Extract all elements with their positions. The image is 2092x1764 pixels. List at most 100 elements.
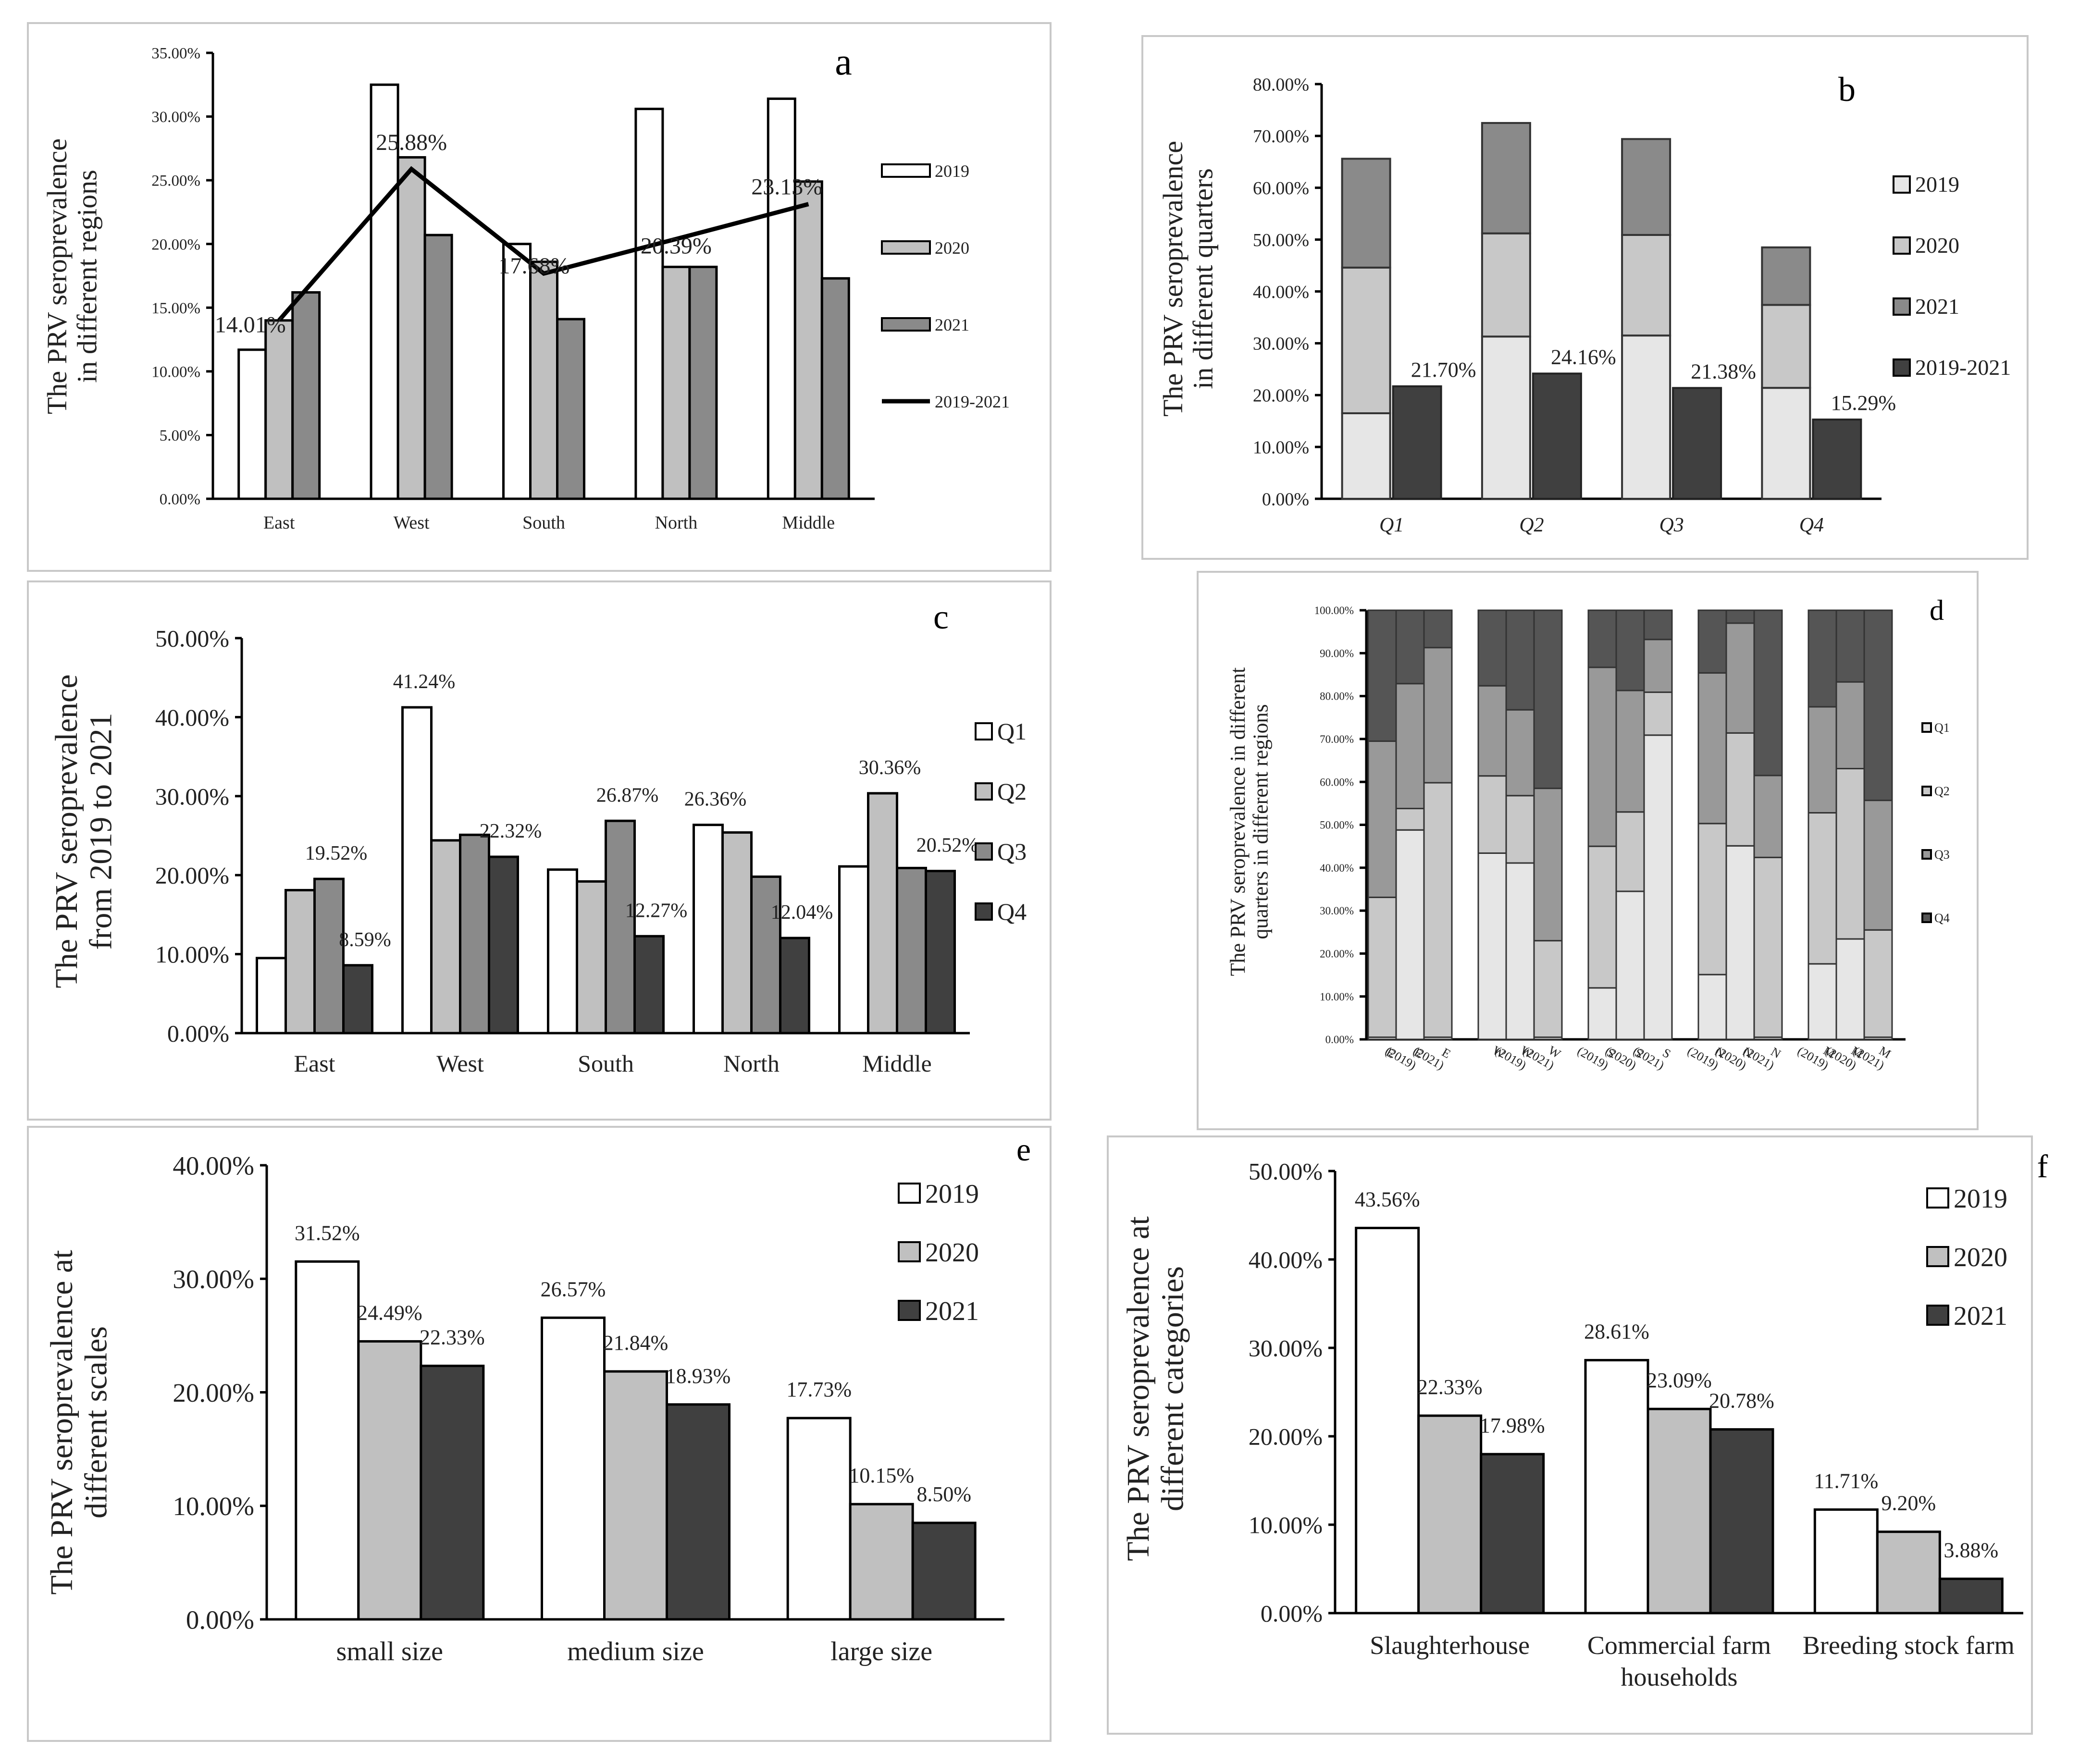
bar-data-label: 21.84% [603,1331,668,1355]
y-axis-title: The PRV seroprevalence in differentquart… [1226,667,1273,976]
legend-swatch [881,317,931,332]
stack-segment-q3 [1863,800,1893,931]
bar-data-label: 28.61% [1584,1320,1649,1344]
stack-segment-q3 [1587,666,1617,847]
stack-segment-q4 [1395,609,1425,685]
x-tick-label: small size [336,1637,443,1666]
bar-q3-east [313,877,345,1035]
legend-label: Q3 [1934,848,1950,862]
x-tick-label: North [655,513,698,533]
bar-2021-north [688,265,718,500]
panel-c-plot: East West South North Middle 41.24% 19.52% 8.59… [256,671,978,1077]
panel-a-legend: 2019 2020 2021 2019-2021 [881,161,1010,411]
bar-data-label: 26.36% [684,789,747,811]
legend-swatch [1926,1187,1949,1209]
legend-label: 2019 [1954,1184,2007,1214]
legend-label: Q4 [997,898,1027,925]
panel-e-axes: 0.00% 10.00% 20.00% 30.00% 40.00% The PRV ser… [44,1131,1031,1634]
stack-segment-q1 [1697,974,1727,1040]
stack-segment-q3 [1505,709,1535,797]
y-tick-label: 100.00% [1314,604,1354,617]
line-data-label: 25.88% [376,130,447,155]
stack-segment-q1 [1725,845,1755,1040]
bar-2019 [1584,1359,1649,1615]
combined-data-label: 21.70% [1411,358,1476,382]
y-tick-label: 50.00% [1249,1158,1323,1185]
panel-letter: e [1016,1131,1031,1168]
bar-2021 [420,1364,485,1621]
stack-segment-2019-q3 [1621,334,1671,500]
y-tick-label: 50.00% [155,625,229,652]
stack-segment-q3 [1533,788,1563,942]
y-tick-label: 25.00% [151,173,200,190]
stack-segment-q3 [1753,775,1783,858]
stack-segment-q3 [1615,690,1645,813]
y-axis-title: The PRV seroprevalence atdifferent categ… [1121,1216,1190,1561]
panel-b-frame [1141,35,2029,560]
legend-swatch [975,782,993,801]
y-tick-label: 0.00% [1262,489,1309,509]
bar-q3-north [750,875,781,1035]
legend-swatch [1893,358,1911,377]
legend-label: 2019-2021 [1915,355,2011,380]
y-tick-label: 10.00% [1320,991,1354,1003]
y-tick-label: 70.00% [1320,733,1354,745]
x-tick-label: medium size [567,1637,704,1666]
x-tick-label: Slaughterhouse [1370,1631,1530,1660]
x-tick-label: Commercial farm [1587,1631,1771,1660]
line-data-label: 14.01% [215,312,286,338]
stack-segment-q1 [1807,963,1837,1040]
bar-data-label: 24.49% [357,1301,422,1324]
bar-q1-middle [838,865,869,1035]
stack-segment-2019-q4 [1761,387,1811,500]
bar-2019-west [370,83,399,500]
y-axis-title-line: in different quarters [1188,168,1219,389]
stack-segment-q4 [1587,609,1617,668]
legend-swatch [1893,297,1911,316]
y-axis-title-line: The PRV seroprevalence [49,674,84,988]
legend-swatch [1921,786,1932,796]
bar-2020-east [264,319,294,500]
legend-label: 2019 [935,161,969,181]
stack-segment-2019-q2 [1481,335,1531,500]
legend-label: 2020 [935,238,969,258]
y-tick-label: 40.00% [1249,1246,1323,1273]
bar-2019-east [237,348,267,500]
panel-c-axes: 0.00% 10.00% 20.00% 30.00% 40.00% 50.00% The P… [49,598,970,1047]
bar-2021 [911,1521,977,1621]
stack-segment-2019-q1 [1341,412,1391,500]
legend-label: Q3 [997,838,1027,865]
panel-d-plot: E E(2019) E(2021) W W(2019) W(2021) S(2019) S(2… [1367,609,1894,1073]
legend-swatch [1921,849,1932,860]
stack-segment-2021-q4 [1761,246,1811,306]
legend-label: 2021 [935,315,969,334]
panel-a-plot: East West South North Middle 14.01% 25.88% 17.6… [215,83,850,533]
y-tick-label: 40.00% [1320,862,1354,874]
stack-segment-q1 [1643,734,1673,1040]
x-tick-label: South [578,1050,634,1077]
y-axis-title-line: The PRV seroprevalence [41,138,73,414]
y-tick-label: 40.00% [155,704,229,731]
bar-2019 [1813,1508,1879,1615]
panel-c-legend: Q1 Q2 Q3 Q4 [975,718,1027,925]
bar-data-label: 10.15% [849,1464,914,1487]
panel-f-legend: 2019 2020 2021 [1926,1184,2007,1331]
bar-2019-2021-q4 [1812,419,1862,500]
line-data-label: 20.39% [641,233,712,259]
stack-segment-q2 [1835,768,1865,940]
stack-segment-q2 [1367,896,1397,1038]
bar-data-label: 19.52% [305,842,368,864]
y-tick-label: 40.00% [173,1151,254,1180]
panel-e-legend: 2019 2020 2021 [898,1179,979,1326]
stack-segment-q1 [1615,890,1645,1040]
stack-segment-q4 [1367,609,1397,742]
bar-2019-2021-q1 [1392,385,1442,500]
bar-data-label: 17.73% [786,1378,852,1401]
bar-q3-middle [896,866,927,1035]
bar-data-label: 22.33% [1417,1375,1483,1399]
stack-segment-q2 [1423,782,1453,1038]
panel-f-axes: 0.00% 10.00% 20.00% 30.00% 40.00% 50.00% The P… [1121,1148,2048,1627]
bar-2020-north [661,265,691,500]
bar-q2-north [721,831,753,1035]
legend-label: 2021 [1954,1301,2007,1331]
